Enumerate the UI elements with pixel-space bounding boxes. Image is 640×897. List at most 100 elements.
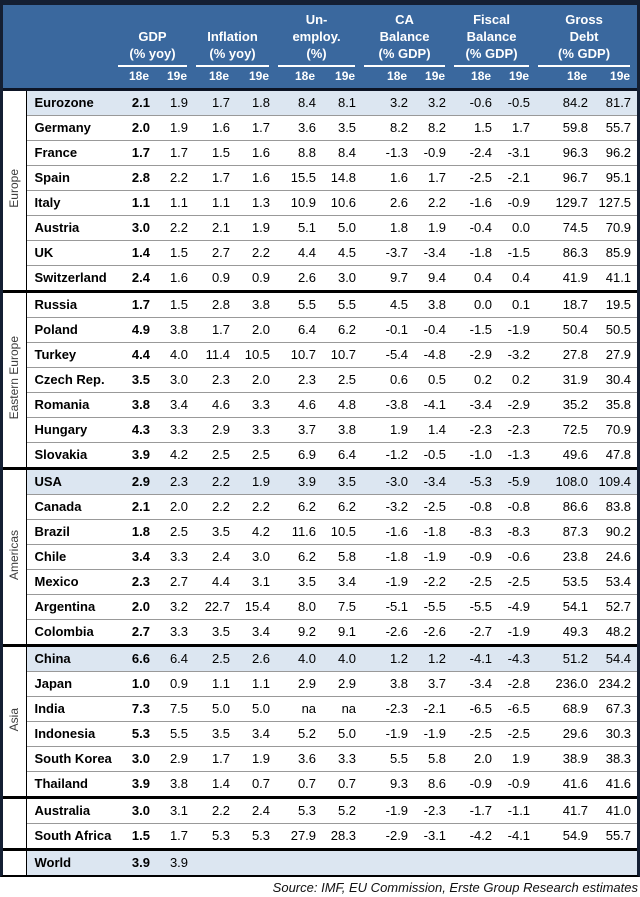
value-cell: 1.7 [116,139,156,166]
value-cell: 2.5 [194,441,237,469]
value-cell: 3.3 [156,543,195,570]
value-cell: 4.3 [116,416,156,443]
value-cell: 2.2 [156,214,195,241]
group-label-cell: Asia [3,643,27,798]
value-cell: -4.1 [498,822,537,850]
value-cell: 15.4 [236,593,277,620]
value-cell: -0.5 [414,441,453,469]
value-cell: na [322,695,363,722]
value-cell: -1.9 [362,720,415,747]
table-row: Indonesia 5.3 5.5 3.5 3.4 5.2 5.0 -1.9 -1.9 -2.5-… [3,720,638,747]
value-cell: 55.7 [594,114,638,141]
table-row: Austria 3.0 2.2 2.1 1.9 5.1 5.0 1.8 1.9 -0.4 0.0 74… [3,214,638,241]
value-cell: 1.9 [362,416,415,443]
value-cell: 5.0 [322,720,363,747]
value-cell: -3.4 [414,239,453,266]
value-cell: 9.3 [362,770,415,798]
table-row: World 3.9 3.9 [3,847,638,875]
value-cell: 0.9 [194,264,237,292]
value-cell: 236.0 [536,670,595,697]
value-cell: 51.2 [536,643,595,672]
value-cell: -2.3 [414,795,453,824]
value-cell: 5.8 [322,543,363,570]
value-cell [194,847,237,875]
value-cell: 3.8 [156,316,195,343]
value-cell: 1.2 [414,643,453,672]
table-row: South Korea 3.0 2.9 1.7 1.9 3.6 3.3 5.5 5.8 2.0 1.… [3,745,638,772]
column-group-header-2: Un-employ. (%) [276,5,363,67]
value-cell: 1.7 [194,745,237,772]
value-cell: 3.0 [156,366,195,393]
value-cell: 10.7 [322,341,363,368]
country-cell: Switzerland [26,264,116,292]
country-cell: Japan [26,670,116,697]
value-cell: 5.0 [236,695,277,722]
value-cell: 9.2 [276,618,323,646]
table-row: Europe Eurozone 2.1 1.9 1.7 1.8 8.4 8.1 3.2 3.2 -0… [3,89,638,292]
value-cell: 3.0 [116,795,156,824]
value-cell: 1.6 [156,264,195,292]
value-cell: -2.6 [362,618,415,646]
value-cell: 5.3 [236,822,277,850]
year-label-1-0: 18e [194,66,237,91]
column-group-header-5: Gross Debt (% GDP) [536,5,638,67]
value-cell: 3.7 [276,416,323,443]
value-cell: 10.7 [276,341,323,368]
value-cell: 50.5 [594,316,638,343]
value-cell: 3.9 [116,441,156,469]
value-cell: 3.3 [236,391,277,418]
value-cell: 2.0 [116,114,156,141]
value-cell: 2.7 [116,618,156,646]
value-cell: 1.9 [236,466,277,495]
value-cell: 1.9 [236,745,277,772]
value-cell: 2.8 [116,164,156,191]
year-label-1-1: 19e [236,66,277,91]
value-cell: 90.2 [594,518,638,545]
value-cell: 8.2 [362,114,415,141]
value-cell: -0.1 [362,316,415,343]
value-cell: -1.6 [362,518,415,545]
value-cell: 1.0 [116,670,156,697]
table-row: Australia 3.0 3.1 2.2 2.4 5.3 5.2 -1.9 -2.3 -1.7-… [3,795,638,850]
table-row: Czech Rep. 3.5 3.0 2.3 2.0 2.3 2.5 0.6 0.5 0.2 0.2… [3,366,638,393]
value-cell: 3.6 [276,114,323,141]
value-cell: -1.8 [452,239,499,266]
value-cell: 1.1 [116,189,156,216]
value-cell: -1.5 [498,239,537,266]
value-cell: 55.7 [594,822,638,850]
value-cell: 14.8 [322,164,363,191]
value-cell: -3.8 [362,391,415,418]
value-cell: 1.9 [498,745,537,772]
column-group-header-1: Inflation (% yoy) [194,5,277,67]
header-corner-cell [3,5,116,67]
value-cell: 4.0 [276,643,323,672]
column-group-title: Fiscal Balance (% GDP) [454,12,530,67]
value-cell: 2.1 [116,89,156,116]
table-row: Colombia 2.7 3.3 3.5 3.4 9.2 9.1 -2.6 -2.6 -2.7 -1… [3,618,638,646]
value-cell: 1.8 [116,518,156,545]
value-cell: -1.6 [452,189,499,216]
value-cell: 2.0 [236,316,277,343]
value-cell: 2.3 [194,366,237,393]
table-row: Americas USA 2.9 2.3 2.2 1.9 3.9 3.5 -3.0 -3.4 -5.… [3,466,638,646]
value-cell: 53.4 [594,568,638,595]
value-cell: 67.3 [594,695,638,722]
country-cell: Italy [26,189,116,216]
value-cell: 27.9 [594,341,638,368]
table-row: Romania 3.8 3.4 4.6 3.3 4.6 4.8 -3.8 -4.1 -3.4 -2.… [3,391,638,418]
value-cell: 10.5 [322,518,363,545]
value-cell: 41.6 [536,770,595,798]
value-cell: 6.4 [322,441,363,469]
value-cell: 54.4 [594,643,638,672]
value-cell: 1.9 [236,214,277,241]
value-cell: 1.5 [156,289,195,318]
group-label: Eastern Europe [7,336,22,420]
value-cell: -2.7 [452,618,499,646]
value-cell: 3.9 [156,847,195,875]
value-cell: 19.5 [594,289,638,318]
column-group-subtitle: (% GDP) [558,45,611,61]
value-cell: 6.2 [322,316,363,343]
value-cell: 3.5 [194,720,237,747]
column-group-subtitle: (% GDP) [378,45,431,61]
